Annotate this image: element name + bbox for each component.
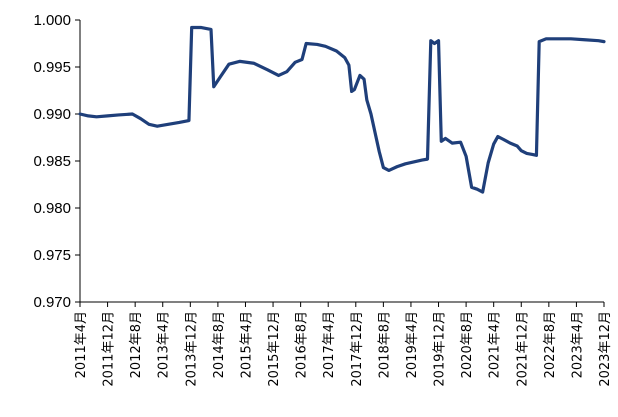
x-tick-label: 2014年8月 <box>212 311 227 378</box>
y-tick-label: 0.985 <box>33 153 71 170</box>
x-tick-label: 2020年8月 <box>460 311 475 378</box>
x-tick-label: 2017年12月 <box>350 311 365 387</box>
x-tick-label: 2013年4月 <box>157 311 172 378</box>
x-tick-label: 2019年12月 <box>433 311 448 387</box>
x-tick-label: 2015年4月 <box>239 311 254 378</box>
x-tick-label: 2011年4月 <box>74 311 89 378</box>
plot-area <box>78 25 606 194</box>
x-tick-label: 2018年8月 <box>377 311 392 378</box>
x-tick-label: 2017年4月 <box>322 311 337 378</box>
x-tick-label: 2023年12月 <box>598 311 613 387</box>
x-tick-label: 2019年4月 <box>405 311 420 378</box>
x-tick-label: 2021年4月 <box>488 311 503 378</box>
y-tick-label: 0.970 <box>33 294 71 311</box>
y-tick-label: 0.980 <box>33 200 71 217</box>
y-tick-label: 0.995 <box>33 59 71 76</box>
x-tick-label: 2015年12月 <box>267 311 282 387</box>
x-tick-label: 2013年12月 <box>184 311 199 387</box>
y-axis: 1.000 0.995 0.990 0.985 0.980 0.975 0.970 <box>33 12 81 311</box>
x-tick-label: 2021年12月 <box>515 311 530 387</box>
y-tick-label: 1.000 <box>33 12 71 29</box>
x-axis: 2011年4月 2011年12月 2012年8月 2013年4月 2013年12月 201… <box>74 301 613 387</box>
x-tick-label: 2011年12月 <box>102 311 117 387</box>
x-tick-label: 2022年8月 <box>543 311 558 378</box>
x-tick-label: 2016年8月 <box>295 311 310 378</box>
x-tick-label: 2012年8月 <box>129 311 144 378</box>
y-tick-label: 0.990 <box>33 106 71 123</box>
series-line-0 <box>78 25 606 194</box>
x-tick-label: 2023年4月 <box>570 311 585 378</box>
y-tick-label: 0.975 <box>33 247 71 264</box>
